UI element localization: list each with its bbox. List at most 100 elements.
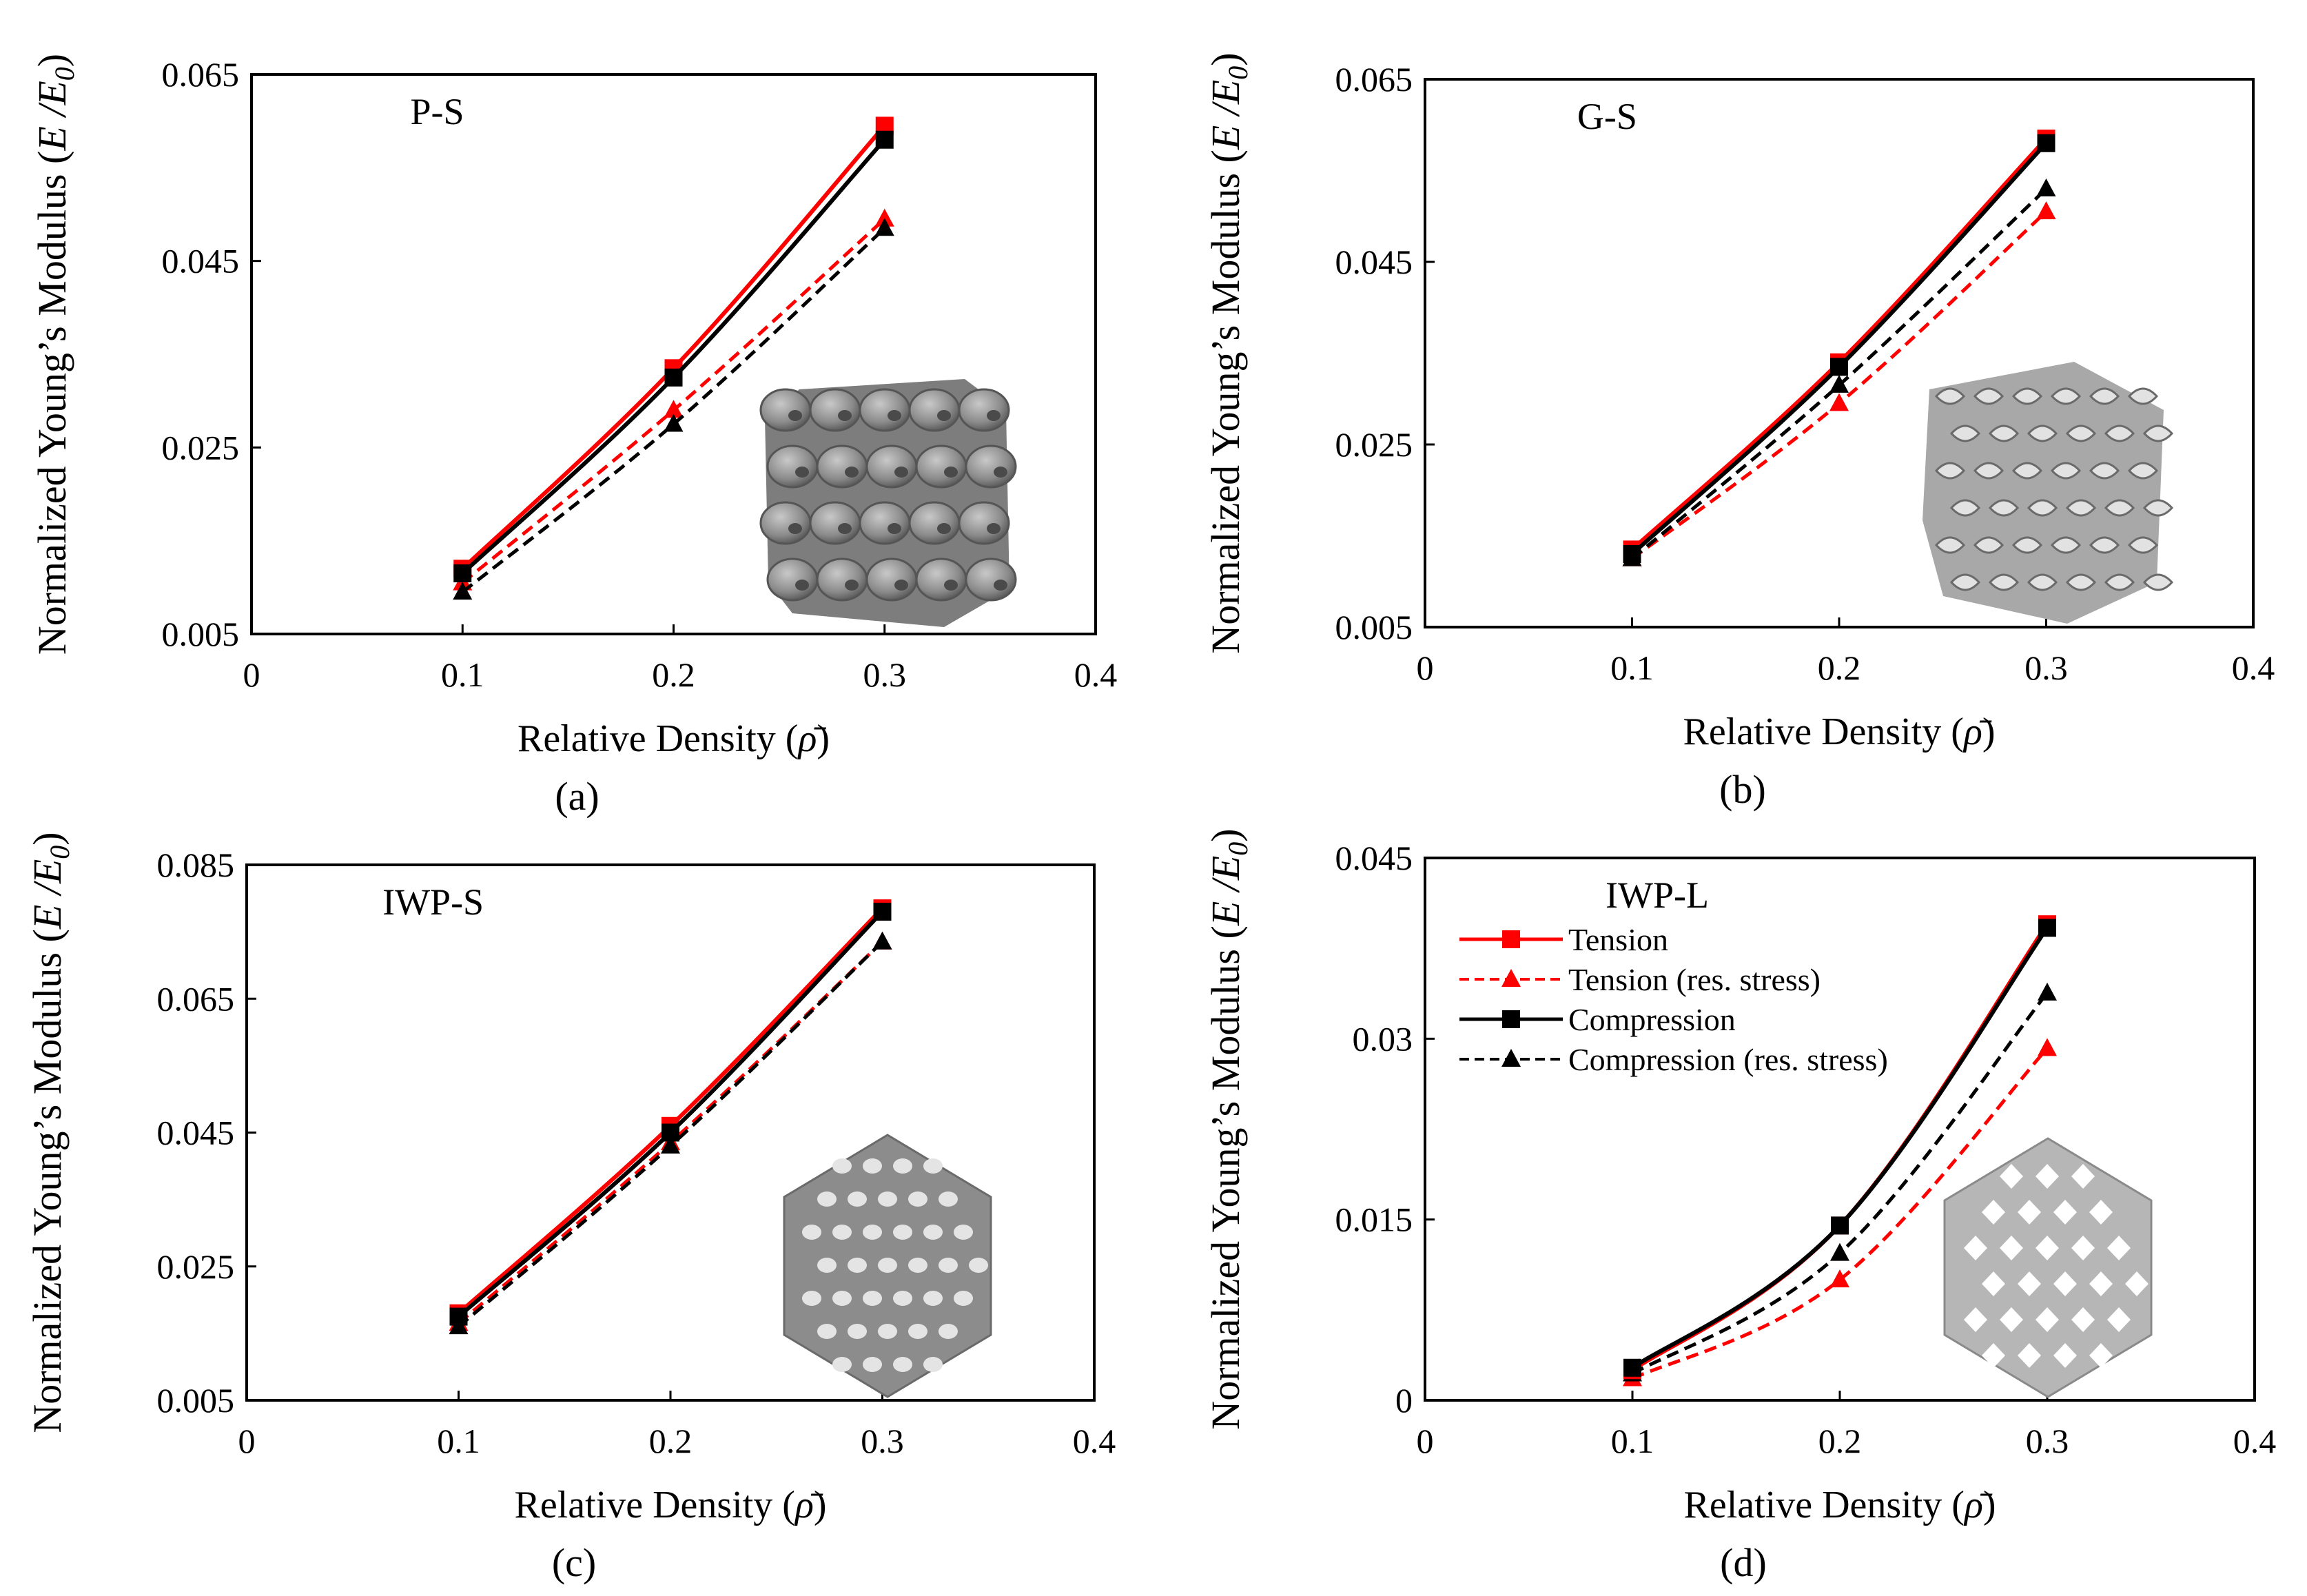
structure-hole <box>832 1225 852 1240</box>
chart-title: IWP-S <box>382 881 484 923</box>
structure-silhouette <box>1922 362 2164 624</box>
structure-inset-image <box>783 1134 992 1398</box>
chart-panel-1: 0.005 0.025 0.045 0.065 0 0.1 0.2 0.3 0.4 Relativ… <box>30 54 1117 819</box>
structure-hole <box>987 410 1001 421</box>
structure-hole <box>838 523 852 534</box>
structure-hole <box>2036 1164 2059 1189</box>
structure-inset-image <box>759 379 1017 627</box>
structure-hole <box>2125 1271 2149 1296</box>
y-tick-label: 0.005 <box>157 1381 235 1420</box>
structure-hole <box>863 1357 882 1372</box>
y-tick-label: 0.045 <box>157 1114 235 1152</box>
structure-hole <box>2071 1236 2095 1260</box>
structure-hole <box>1988 424 2020 442</box>
structure-cell <box>915 557 967 602</box>
structure-hole <box>2127 387 2159 405</box>
panel-label: (b) <box>1719 767 1766 812</box>
structure-hole <box>908 1191 927 1207</box>
structure-hole <box>888 410 901 421</box>
structure-hole <box>845 580 859 591</box>
structure-hole <box>944 467 958 478</box>
structure-hole <box>894 580 908 591</box>
structure-hole <box>838 410 852 421</box>
structure-cell <box>908 388 961 432</box>
structure-hole <box>2036 1236 2059 1260</box>
structure-inset-image <box>1943 1137 2153 1398</box>
y-tick-label: 0.005 <box>162 615 240 653</box>
x-tick-label: 0 <box>243 655 260 694</box>
panel-label: (d) <box>1720 1540 1767 1585</box>
data-point-compression-res-stress <box>1830 1242 1849 1261</box>
structure-hole <box>2089 536 2120 554</box>
x-tick-label: 0.3 <box>861 1422 904 1460</box>
data-point-compression <box>2037 134 2055 152</box>
data-point-compression <box>1623 545 1641 563</box>
legend-swatch-marker <box>1501 1049 1521 1067</box>
structure-hole <box>1934 387 1966 405</box>
y-axis-label: Normalized Young’s Modulus (E /E0) <box>30 54 80 655</box>
structure-hole <box>2065 573 2097 591</box>
data-point-compression <box>453 564 472 583</box>
x-tick-label: 0 <box>1417 1422 1434 1460</box>
y-axis-label: Normalized Young’s Modulus (E /E0) <box>25 832 75 1433</box>
structure-hole <box>2027 424 2058 442</box>
structure-hole <box>1988 573 2020 591</box>
chart-panel-2: 0.005 0.025 0.045 0.065 0 0.1 0.2 0.3 0.4 Relativ… <box>1203 52 2275 812</box>
data-point-compression <box>662 1123 679 1142</box>
structure-cell <box>759 501 812 545</box>
structure-hole <box>817 1324 837 1339</box>
structure-cell <box>816 557 868 602</box>
x-tick-label: 0.1 <box>1611 1422 1654 1460</box>
panel-label: (a) <box>555 774 599 819</box>
structure-hole <box>2107 1307 2131 1332</box>
structure-hole <box>2011 462 2043 480</box>
structure-hole <box>1934 462 1966 480</box>
structure-hole <box>893 1158 912 1174</box>
structure-hole <box>817 1258 837 1273</box>
series-line-compression-res-stress <box>1631 992 2049 1375</box>
data-point-compression-res-stress <box>453 582 473 600</box>
structure-cell <box>908 501 961 545</box>
structure-hole <box>878 1191 897 1207</box>
data-point-tension-res-stress <box>2038 1038 2057 1056</box>
structure-hole <box>2071 1164 2095 1189</box>
structure-cell <box>958 501 1010 545</box>
structure-hole <box>2104 424 2135 442</box>
structure-cell <box>859 388 911 432</box>
structure-hole <box>2142 499 2174 517</box>
x-axis-label: Relative Density (ρ̄) <box>1684 1484 1996 1526</box>
structure-hole <box>2142 573 2174 591</box>
structure-cell <box>865 557 918 602</box>
structure-hole <box>994 580 1007 591</box>
series-line-compression <box>1631 926 2049 1370</box>
structure-hole <box>2142 424 2174 442</box>
structure-hole <box>795 467 809 478</box>
chart-panel-4: 0 0.015 0.03 0.045 0 0.1 0.2 0.3 0.4 Relative Den… <box>1203 828 2276 1585</box>
structure-hole <box>893 1225 912 1240</box>
data-point-compression-res-stress <box>874 218 894 236</box>
structure-hole <box>937 410 951 421</box>
data-point-tension-res-stress <box>1830 1269 1849 1288</box>
data-point-compression-res-stress <box>664 413 684 432</box>
structure-hole <box>969 1258 988 1273</box>
structure-hole <box>987 523 1001 534</box>
structure-hole <box>923 1225 943 1240</box>
x-tick-label: 0.3 <box>863 655 907 694</box>
data-point-tension-res-stress <box>1829 393 1849 411</box>
data-point-tension-res-stress <box>664 400 684 418</box>
structure-hole <box>1949 424 1981 442</box>
structure-hole <box>2104 499 2135 517</box>
structure-hole <box>923 1158 943 1174</box>
structure-hole <box>893 1291 912 1306</box>
structure-hole <box>795 580 809 591</box>
structure-hole <box>1964 1307 1987 1332</box>
structure-hole <box>2050 462 2082 480</box>
x-tick-label: 0.2 <box>649 1422 693 1460</box>
legend-swatch-marker <box>1502 1010 1520 1028</box>
data-point-compression <box>1831 1216 1849 1235</box>
x-tick-label: 0 <box>1417 648 1434 687</box>
y-tick-label: 0.025 <box>157 1247 235 1286</box>
structure-hole <box>2089 462 2120 480</box>
structure-hole <box>2018 1200 2041 1225</box>
structure-hole <box>888 523 901 534</box>
